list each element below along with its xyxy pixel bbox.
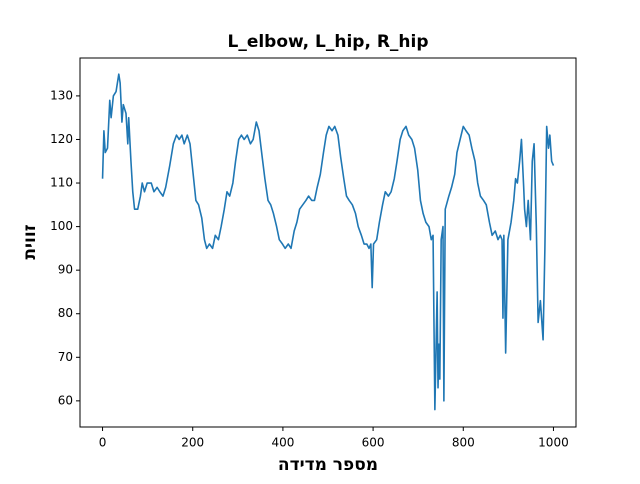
plot-frame (79, 57, 577, 428)
line (101, 73, 555, 411)
x-tick-label: 800 (452, 436, 475, 450)
x-tick-label: 0 (99, 436, 107, 450)
y-tick-label: 80 (58, 306, 73, 320)
y-tick-label: 90 (58, 263, 73, 277)
x-axis-label: מספר מדידה (278, 455, 378, 475)
y-tick-label: 110 (50, 176, 73, 190)
x-tick-label: 1000 (538, 436, 569, 450)
y-tick-label: 70 (58, 350, 73, 364)
y-tick-label: 120 (50, 132, 73, 146)
x-tick-label: 400 (271, 436, 294, 450)
y-tick-label: 60 (58, 393, 73, 407)
x-tick-label: 200 (181, 436, 204, 450)
chart-title: L_elbow, L_hip, R_hip (227, 32, 428, 52)
y-tick-label: 130 (50, 88, 73, 102)
y-tick-label: 100 (50, 219, 73, 233)
x-tick-label: 600 (362, 436, 385, 450)
y-axis-label: זווית (20, 224, 40, 259)
